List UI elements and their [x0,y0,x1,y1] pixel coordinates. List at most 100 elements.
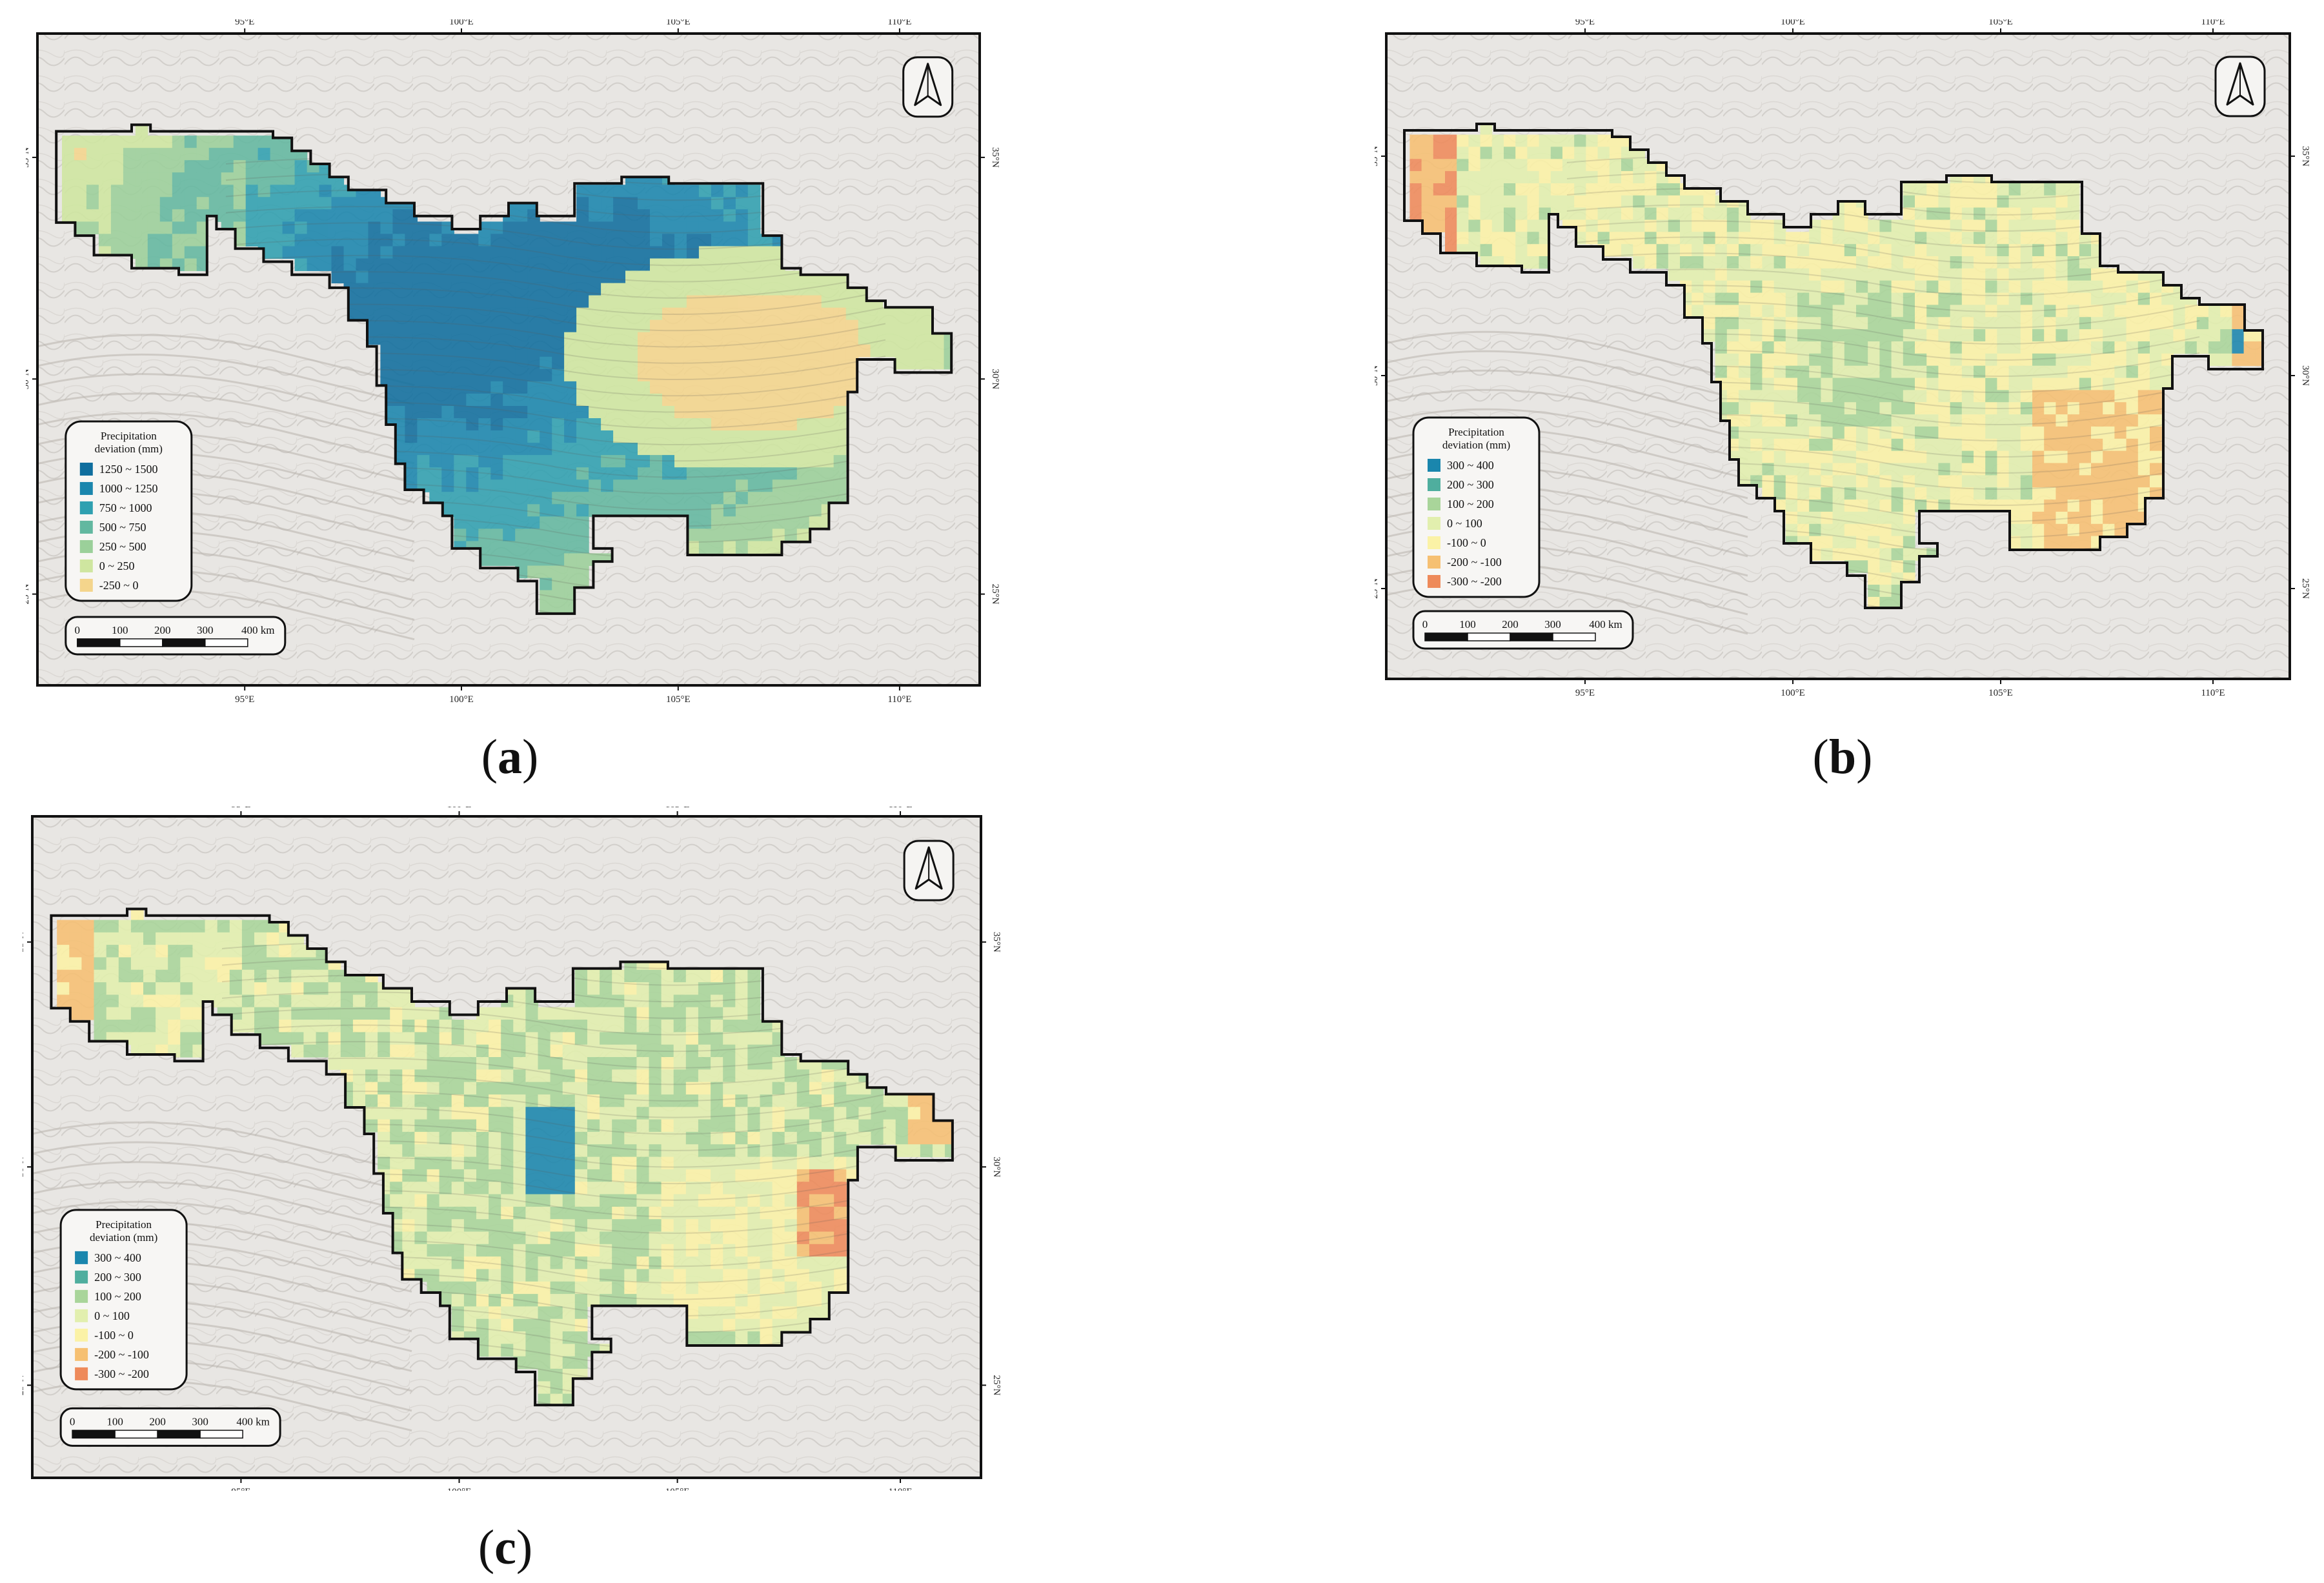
legend-label: 1250 ~ 1500 [99,463,158,476]
scale-segment [1467,632,1511,641]
scale-segment [114,1429,158,1439]
lat-label-right: 25°N [990,584,1000,605]
legend-swatch [79,520,93,534]
legend-swatch [1428,459,1440,472]
legend-label: -300 ~ -200 [1447,575,1502,588]
lon-label-top: 100°E [1781,19,1805,27]
basin-boundary [50,907,954,1407]
lon-label-top: 110°E [2201,19,2225,27]
legend-title-line2: deviation (mm) [90,1231,157,1244]
panel-c-caption: (c) [478,1520,533,1575]
map-frame [1385,32,2291,680]
legend-swatch [79,559,93,572]
legend-label: -100 ~ 0 [1447,536,1486,549]
lat-label-left: 25°N [26,584,31,605]
lon-label-bottom: 110°E [888,1487,912,1491]
scale-label: 400 km [236,1415,269,1427]
lat-label-right: 35°N [2300,146,2310,166]
legend-label: 300 ~ 400 [94,1251,141,1264]
scale-bar: 0 100 200 300 400 km [59,1407,281,1447]
scale-segment [157,1429,201,1439]
lat-label-right: 30°N [2300,365,2310,386]
lon-label-bottom: 110°E [2201,688,2225,698]
legend-swatch [79,462,93,476]
map-c: 95°E 95°E 100°E 100°E 105°E 105°E 110°E 110°E 35… [23,807,1002,1491]
lon-label-bottom: 95°E [1575,688,1595,698]
scale-label: 100 [1459,618,1476,630]
basin-boundary [1403,123,2264,609]
lat-label-left: 30°N [1375,365,1380,386]
lon-label-bottom: 100°E [447,1487,472,1491]
legend-swatch [1428,498,1440,510]
lat-label-right: 30°N [991,1156,1002,1177]
scale-label: 0 [75,624,81,636]
legend-box [1412,416,1541,598]
legend-label: 0 ~ 100 [1447,517,1482,530]
scale-label: 400 km [241,624,274,636]
legend-swatch [1428,575,1440,588]
legend-label: 300 ~ 400 [1447,459,1494,472]
legend-title-line1: Precipitation [96,1218,152,1231]
legend-label: 750 ~ 1000 [99,501,152,514]
legend-box [59,1209,188,1391]
scale-segment [119,638,163,647]
legend-label: 0 ~ 250 [99,560,135,572]
scale-segment [77,638,121,647]
lat-label-right: 35°N [991,932,1002,953]
panel-a-caption: (a) [481,730,539,784]
legend-label: 250 ~ 500 [99,540,147,553]
lon-label-bottom: 95°E [235,694,254,703]
precipitation-grid [57,909,953,1406]
lon-label-bottom: 105°E [665,1487,690,1491]
scale-bar: 0 100 200 300 400 km [1412,610,1634,650]
scale-segment [72,1429,116,1439]
legend-swatch [1428,556,1440,569]
legend-title-line1: Precipitation [101,430,157,442]
basin-boundary [55,123,953,615]
panel-b-caption: (b) [1812,730,1873,784]
lon-label-top: 95°E [235,19,254,27]
lon-label-top: 110°E [887,19,911,27]
legend-swatch [75,1251,88,1264]
legend-label: -250 ~ 0 [99,579,139,592]
lat-label-left: 30°N [26,368,31,389]
legend-swatch [1428,536,1440,549]
scale-label: 0 [1422,618,1428,630]
legend-title-line2: deviation (mm) [95,443,163,455]
legend-label: 200 ~ 300 [1447,478,1494,491]
lat-label-left: 30°N [23,1156,26,1177]
lon-label-top: 105°E [665,807,690,810]
legend-swatch [79,481,93,495]
map-a: 95°E 95°E 100°E 100°E 105°E 105°E 110°E 110°E 35… [26,19,1000,703]
map-frame [36,32,981,687]
scale-label: 100 [106,1415,123,1427]
legend-label: 500 ~ 750 [99,521,147,534]
scale-label: 300 [192,1415,208,1427]
map-b: 95°E 95°E 100°E 100°E 105°E 105°E 110°E 110°E 35… [1375,19,2310,698]
legend-label: 200 ~ 300 [94,1271,141,1284]
scale-label: 200 [149,1415,166,1427]
scale-label: 100 [112,624,128,636]
legend-box [65,420,193,602]
north-arrow-icon [903,840,955,902]
legend-label: 100 ~ 200 [1447,498,1494,510]
map-panel-c: 95°E 95°E 100°E 100°E 105°E 105°E 110°E 110°E 35… [23,807,1010,1491]
lat-label-right: 35°N [990,147,1000,168]
legend-swatch [75,1328,88,1342]
lon-label-top: 105°E [1988,19,2013,27]
scale-label: 200 [154,624,170,636]
north-arrow-icon [902,56,954,118]
legend-label: 0 ~ 100 [94,1309,130,1322]
lat-label-left: 35°N [23,932,26,953]
scale-bar: 0 100 200 300 400 km [65,616,287,656]
scale-segment [205,638,248,647]
legend-label: 1000 ~ 1250 [99,482,158,495]
legend-label: -300 ~ -200 [94,1367,149,1380]
lon-label-bottom: 105°E [666,694,691,703]
legend-swatch [1428,478,1440,491]
legend-title-line2: deviation (mm) [1442,439,1510,451]
lon-label-bottom: 95°E [231,1487,250,1491]
scale-label: 300 [1544,618,1561,630]
